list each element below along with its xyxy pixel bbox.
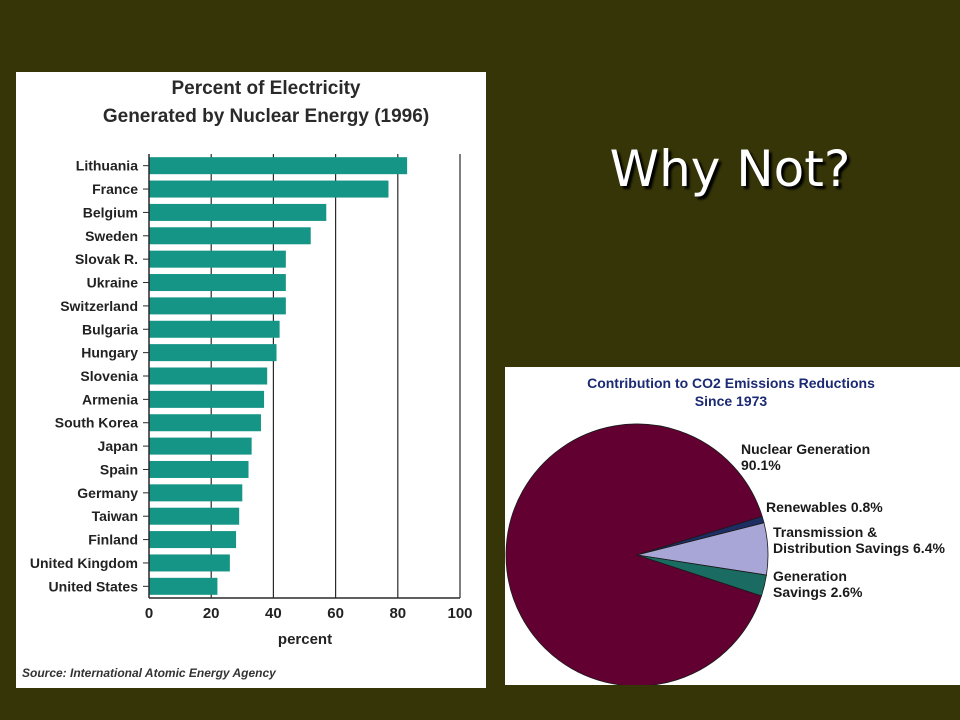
category-label: Slovak R. bbox=[75, 251, 138, 267]
category-label: Sweden bbox=[85, 228, 138, 244]
slice-label: 90.1% bbox=[741, 457, 781, 473]
slice-label: Savings 2.6% bbox=[773, 584, 863, 600]
bar bbox=[149, 320, 280, 338]
bar bbox=[149, 297, 286, 315]
x-tick-label: 40 bbox=[265, 605, 282, 622]
bar bbox=[149, 274, 286, 292]
category-label: Taiwan bbox=[92, 508, 138, 524]
x-tick-label: 0 bbox=[145, 605, 153, 622]
bar bbox=[149, 157, 408, 175]
category-label: Armenia bbox=[82, 391, 138, 407]
bar bbox=[149, 414, 261, 432]
slice-label: Generation bbox=[773, 568, 847, 584]
pie-slice bbox=[505, 423, 763, 687]
category-label: Finland bbox=[88, 532, 138, 548]
bar bbox=[149, 390, 265, 408]
category-label: Belgium bbox=[83, 204, 138, 220]
bar bbox=[149, 507, 240, 525]
bar bbox=[149, 484, 243, 502]
category-label: Germany bbox=[77, 485, 138, 501]
x-tick-label: 20 bbox=[203, 605, 220, 622]
category-label: Ukraine bbox=[87, 275, 139, 291]
category-label: United Kingdom bbox=[30, 555, 138, 571]
category-label: South Korea bbox=[55, 415, 138, 431]
slice-label: Nuclear Generation bbox=[741, 441, 870, 457]
category-label: Lithuania bbox=[76, 158, 138, 174]
slide-title: Why Not? bbox=[609, 140, 851, 198]
pie-slice bbox=[636, 554, 767, 597]
bar bbox=[149, 203, 327, 221]
category-label: Switzerland bbox=[60, 298, 138, 314]
source-note: Source: International Atomic Energy Agen… bbox=[22, 666, 277, 680]
x-tick-label: 60 bbox=[327, 605, 344, 622]
slice-label: Transmission & bbox=[773, 524, 877, 540]
category-label: Hungary bbox=[81, 345, 138, 361]
category-label: France bbox=[92, 181, 138, 197]
category-label: Slovenia bbox=[80, 368, 138, 384]
category-label: United States bbox=[49, 578, 139, 594]
bar-chart-title-line: Generated by Nuclear Energy (1996) bbox=[103, 106, 429, 127]
bar bbox=[149, 460, 249, 478]
bar bbox=[149, 180, 389, 198]
x-tick-label: 80 bbox=[389, 605, 406, 622]
bar bbox=[149, 554, 230, 572]
x-axis-label: percent bbox=[278, 631, 332, 648]
bar bbox=[149, 250, 286, 268]
bar bbox=[149, 227, 311, 245]
category-label: Japan bbox=[98, 438, 138, 454]
category-label: Spain bbox=[100, 461, 138, 477]
bar bbox=[149, 344, 277, 362]
pie-chart-title-line: Contribution to CO2 Emissions Reductions bbox=[587, 375, 875, 391]
bar bbox=[149, 367, 268, 385]
category-label: Bulgaria bbox=[82, 321, 138, 337]
bar bbox=[149, 437, 252, 455]
x-tick-label: 100 bbox=[447, 605, 472, 622]
pie-chart-panel: Contribution to CO2 Emissions Reductions… bbox=[505, 367, 960, 687]
bar bbox=[149, 531, 237, 549]
pie-chart-title-line: Since 1973 bbox=[695, 393, 768, 409]
bar-chart: Percent of Electricity Generated by Nucle… bbox=[22, 78, 473, 680]
bar-chart-title-line: Percent of Electricity bbox=[171, 78, 360, 99]
bar-chart-panel: Percent of Electricity Generated by Nucle… bbox=[16, 72, 486, 688]
slice-label: Renewables 0.8% bbox=[766, 499, 883, 515]
pie-chart: Contribution to CO2 Emissions Reductions… bbox=[505, 375, 945, 687]
slice-label: Distribution Savings 6.4% bbox=[773, 540, 945, 556]
bar bbox=[149, 577, 218, 595]
